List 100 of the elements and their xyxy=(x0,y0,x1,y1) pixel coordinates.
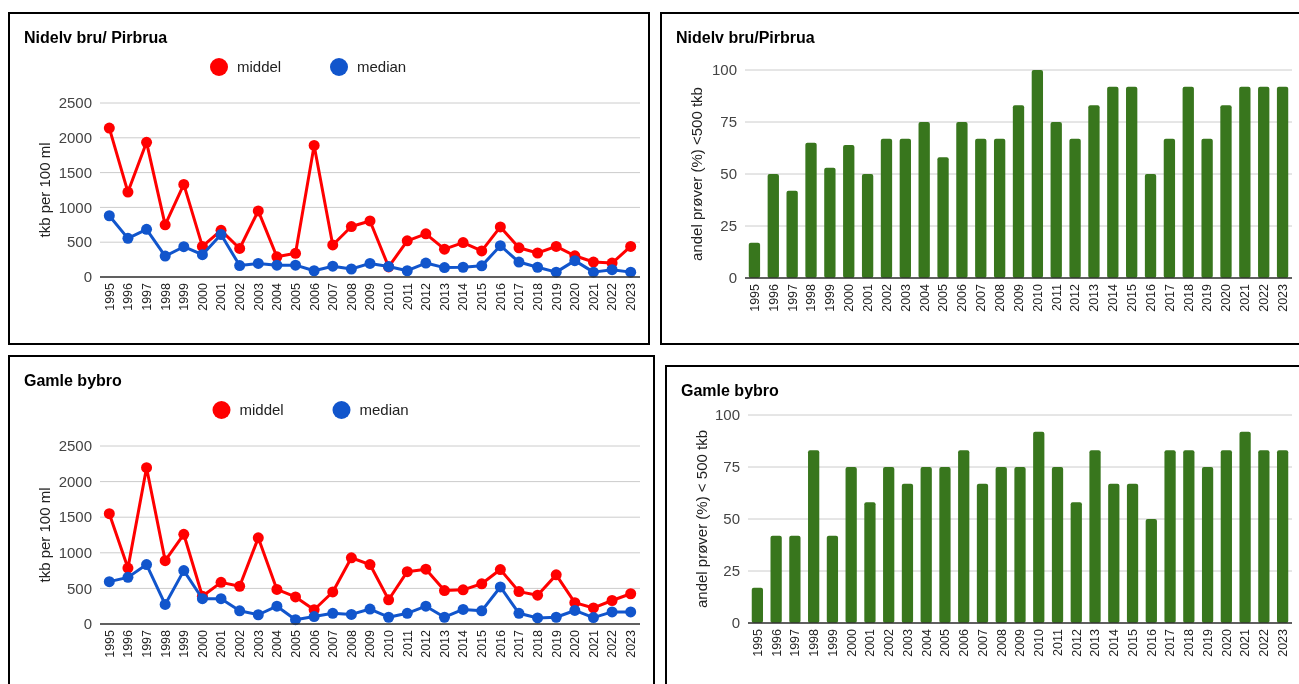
legend-label: middel xyxy=(239,401,284,419)
bar xyxy=(1183,450,1195,623)
y-tick-label: 0 xyxy=(83,268,92,286)
point xyxy=(122,571,134,583)
point xyxy=(569,604,581,616)
bar xyxy=(1220,450,1232,623)
x-tick-label: 2018 xyxy=(1182,628,1197,657)
x-tick-label: 1996 xyxy=(121,282,136,311)
y-axis-title: tkb per 100 ml xyxy=(36,487,53,583)
bar xyxy=(901,483,914,623)
x-tick-label: 1998 xyxy=(158,629,173,658)
x-tick-label: 1995 xyxy=(750,628,765,657)
x-tick-label: 2004 xyxy=(919,628,934,657)
point xyxy=(364,257,376,269)
x-tick-label: 2017 xyxy=(1162,283,1177,312)
point xyxy=(141,223,153,235)
x-tick-label: 2020 xyxy=(1219,283,1234,312)
x-tick-label: 2004 xyxy=(917,283,932,312)
x-tick-label: 2023 xyxy=(624,282,639,311)
x-tick-label: 2015 xyxy=(475,282,490,311)
x-tick-label: 2022 xyxy=(1257,283,1272,312)
chart-title: Nidelv bru/Pirbrua xyxy=(676,29,815,46)
x-tick-label: 2009 xyxy=(1013,628,1028,657)
point xyxy=(532,589,544,601)
y-tick-label: 2000 xyxy=(58,472,92,490)
point xyxy=(196,249,208,261)
bar xyxy=(864,502,876,623)
x-tick-label: 2001 xyxy=(214,629,229,658)
x-tick-label: 2007 xyxy=(326,629,341,658)
bar xyxy=(786,190,798,278)
x-tick-label: 2002 xyxy=(879,283,894,312)
x-tick-label: 2008 xyxy=(344,629,359,658)
point xyxy=(587,602,599,614)
point xyxy=(606,595,618,606)
y-tick-label: 2500 xyxy=(58,94,92,112)
x-tick-label: 2005 xyxy=(936,283,951,312)
x-tick-label: 2008 xyxy=(993,283,1008,312)
bar xyxy=(1126,483,1139,623)
point xyxy=(252,205,264,217)
point xyxy=(215,576,227,588)
point xyxy=(327,260,339,272)
legend-label: median xyxy=(359,401,409,419)
legend-label: middel xyxy=(237,58,282,76)
point xyxy=(271,583,283,595)
x-tick-label: 2011 xyxy=(1049,283,1064,311)
bar xyxy=(789,535,801,623)
x-tick-label: 2005 xyxy=(938,628,953,657)
bar xyxy=(976,483,989,623)
x-tick-label: 2005 xyxy=(288,629,303,658)
bar xyxy=(1276,86,1289,278)
point xyxy=(494,240,506,252)
point xyxy=(587,612,599,624)
x-tick-label: 2004 xyxy=(270,282,285,311)
x-tick-label: 2010 xyxy=(1032,628,1047,657)
x-tick-label: 1998 xyxy=(807,628,822,657)
point xyxy=(178,178,190,190)
point xyxy=(569,255,581,267)
point xyxy=(122,186,134,198)
x-tick-label: 2014 xyxy=(1107,628,1122,657)
bar xyxy=(1014,467,1026,623)
x-tick-label: 2003 xyxy=(898,283,913,312)
bar xyxy=(1201,467,1214,623)
x-tick-label: 1995 xyxy=(102,282,117,311)
bar xyxy=(770,535,782,623)
bar xyxy=(845,467,857,623)
chart-title: Nidelv bru/ Pirbrua xyxy=(24,29,168,46)
x-tick-label: 2012 xyxy=(419,629,434,658)
bar xyxy=(880,138,893,278)
x-tick-label: 2002 xyxy=(233,629,248,658)
point xyxy=(178,565,190,577)
point xyxy=(345,263,357,275)
bar xyxy=(975,138,987,278)
x-tick-label: 1998 xyxy=(158,282,173,311)
x-tick-label: 2008 xyxy=(344,282,359,311)
point xyxy=(532,612,544,624)
x-tick-label: 2016 xyxy=(1144,628,1159,657)
x-tick-label: 2007 xyxy=(974,283,989,312)
x-tick-label: 2002 xyxy=(233,282,248,311)
x-tick-label: 2003 xyxy=(251,282,266,311)
bar xyxy=(1088,105,1100,278)
x-tick-label: 2021 xyxy=(1238,283,1253,312)
point xyxy=(420,257,432,269)
x-tick-label: 2006 xyxy=(307,282,322,311)
x-tick-label: 2006 xyxy=(307,629,322,658)
x-tick-label: 1999 xyxy=(177,629,192,658)
y-axis-title: andel prøver (%) < 500 tkb xyxy=(693,429,710,609)
point xyxy=(513,586,525,598)
chart-title: Gamle bybro xyxy=(681,382,780,399)
x-tick-label: 2018 xyxy=(530,282,545,311)
y-tick-label: 2000 xyxy=(58,129,92,147)
x-tick-label: 2011 xyxy=(400,629,415,657)
x-tick-label: 2006 xyxy=(957,628,972,657)
bar xyxy=(751,587,764,623)
bar xyxy=(748,242,761,278)
x-tick-label: 2019 xyxy=(1200,628,1215,657)
x-tick-label: 2022 xyxy=(605,629,620,658)
y-tick-label: 1500 xyxy=(58,163,92,181)
x-tick-label: 1995 xyxy=(747,283,762,312)
point xyxy=(345,552,357,564)
bar xyxy=(824,167,836,278)
